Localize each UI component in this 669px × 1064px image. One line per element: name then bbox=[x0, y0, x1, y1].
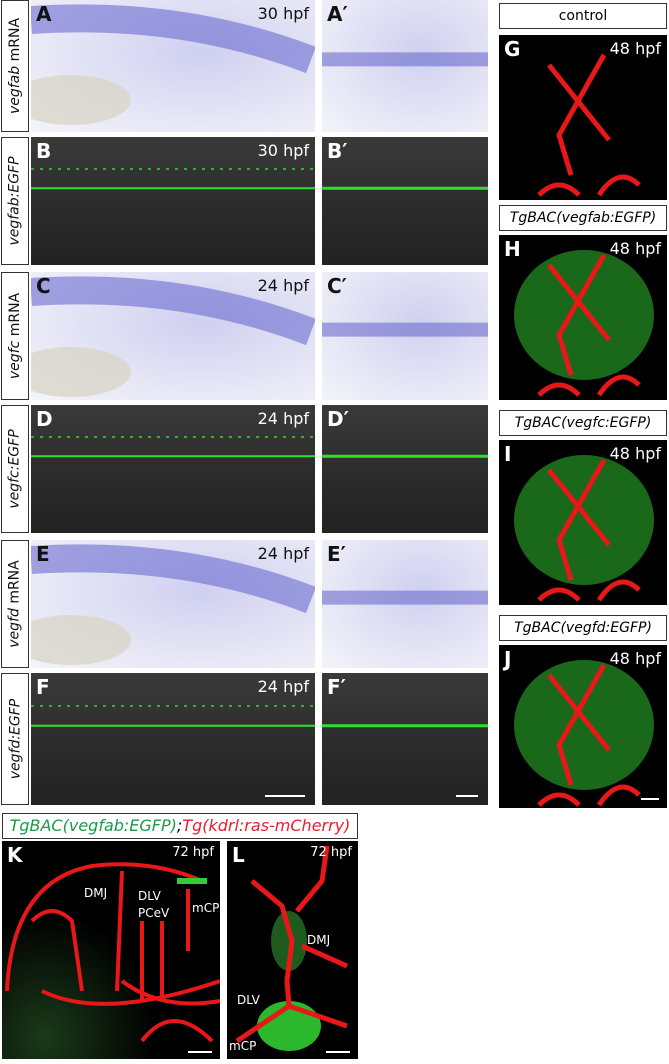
gene-name: vegfc:EGFP bbox=[7, 429, 24, 509]
panel-letter: B′ bbox=[327, 139, 348, 163]
panel-A: A 30 hpf bbox=[31, 0, 315, 132]
row-label: vegfd:EGFP bbox=[1, 673, 29, 805]
row-label: vegfab mRNA bbox=[1, 0, 29, 132]
scale-bar bbox=[326, 1051, 350, 1053]
panel-L: L 72 hpf DMJ DLV mCP bbox=[227, 841, 358, 1059]
panel-K: K 72 hpf DMJ DLV PCeV mCP bbox=[2, 841, 220, 1059]
panel-E: E 24 hpf bbox=[31, 540, 315, 668]
row-label: vegfc:EGFP bbox=[1, 405, 29, 533]
condition-label: TgBAC(vegfab:EGFP) bbox=[509, 210, 657, 226]
stage-label: 48 hpf bbox=[609, 239, 661, 258]
annotation-dlv: DLV bbox=[237, 993, 260, 1007]
panel-letter: A bbox=[36, 2, 52, 26]
green-transgene-label: TgBAC(vegfab:EGFP) bbox=[9, 816, 177, 835]
scale-bar bbox=[265, 795, 305, 797]
vessel-drawing-L bbox=[235, 845, 349, 1051]
stage-label: 30 hpf bbox=[257, 141, 309, 160]
panel-letter: L bbox=[232, 843, 245, 867]
stage-label: 24 hpf bbox=[257, 544, 309, 563]
stage-label: 30 hpf bbox=[257, 4, 309, 23]
panel-letter: C′ bbox=[327, 274, 347, 298]
condition-label-box: TgBAC(vegfd:EGFP) bbox=[499, 615, 667, 641]
scale-bar bbox=[641, 798, 659, 800]
bottom-title-box: TgBAC(vegfab:EGFP);Tg(kdrl:ras-mCherry) bbox=[2, 813, 358, 839]
panel-F-prime: F′ bbox=[322, 673, 488, 805]
panel-C-prime: C′ bbox=[322, 272, 488, 400]
gene-name: vegfab bbox=[7, 65, 23, 115]
panel-letter: F′ bbox=[327, 675, 346, 699]
stage-label: 72 hpf bbox=[310, 845, 352, 860]
panel-letter: D′ bbox=[327, 407, 349, 431]
panel-F: F 24 hpf bbox=[31, 673, 315, 805]
panel-G: G 48 hpf bbox=[499, 35, 667, 200]
label-suffix: mRNA bbox=[7, 17, 23, 66]
panel-letter: H bbox=[504, 237, 521, 261]
condition-label-box: control bbox=[499, 3, 667, 29]
row-label: vegfab:EGFP bbox=[1, 137, 29, 265]
gene-name: vegfd:EGFP bbox=[7, 698, 24, 780]
separator: ; bbox=[176, 816, 183, 835]
stage-label: 24 hpf bbox=[257, 677, 309, 696]
gene-name: vegfd bbox=[7, 608, 24, 648]
panel-B-prime: B′ bbox=[322, 137, 488, 265]
condition-label: control bbox=[558, 8, 608, 24]
gene-name: vegfc bbox=[7, 340, 24, 380]
stage-label: 24 hpf bbox=[257, 276, 309, 295]
panel-I: I 48 hpf bbox=[499, 440, 667, 605]
panel-letter: C bbox=[36, 274, 51, 298]
annotation-mcp: mCP bbox=[229, 1039, 257, 1053]
panel-J: J 48 hpf bbox=[499, 645, 667, 808]
panel-D: D 24 hpf bbox=[31, 405, 315, 533]
gene-name: vegfab:EGFP bbox=[7, 156, 23, 246]
panel-letter: I bbox=[504, 442, 512, 466]
panel-letter: J bbox=[504, 647, 512, 671]
annotation-dlv: DLV bbox=[138, 889, 161, 903]
panel-letter: A′ bbox=[327, 2, 348, 26]
panel-letter: E′ bbox=[327, 542, 346, 566]
stage-label: 48 hpf bbox=[609, 649, 661, 668]
panel-A-prime: A′ bbox=[322, 0, 488, 132]
panel-letter: G bbox=[504, 37, 521, 61]
stage-label: 48 hpf bbox=[609, 39, 661, 58]
panel-letter: K bbox=[7, 843, 23, 867]
annotation-dmj: DMJ bbox=[84, 886, 108, 900]
panel-H: H 48 hpf bbox=[499, 235, 667, 400]
panel-E-prime: E′ bbox=[322, 540, 488, 668]
annotation-mcp: mCP bbox=[192, 901, 220, 915]
vessel-drawing-K bbox=[5, 862, 220, 1043]
red-transgene-label: Tg(kdrl:ras-mCherry) bbox=[182, 816, 351, 835]
panel-letter: E bbox=[36, 542, 50, 566]
condition-label: TgBAC(vegfc:EGFP) bbox=[514, 415, 652, 431]
condition-label-box: TgBAC(vegfc:EGFP) bbox=[499, 410, 667, 436]
panel-letter: F bbox=[36, 675, 50, 699]
scale-bar bbox=[188, 1051, 212, 1053]
label-suffix: mRNA bbox=[7, 292, 24, 341]
condition-label: TgBAC(vegfd:EGFP) bbox=[514, 620, 652, 636]
panel-letter: B bbox=[36, 139, 52, 163]
row-label: vegfc mRNA bbox=[1, 272, 29, 400]
condition-label-box: TgBAC(vegfab:EGFP) bbox=[499, 205, 667, 231]
panel-letter: D bbox=[36, 407, 53, 431]
panel-C: C 24 hpf bbox=[31, 272, 315, 400]
row-label: vegfd mRNA bbox=[1, 540, 29, 668]
stage-label: 24 hpf bbox=[257, 409, 309, 428]
annotation-dmj: DMJ bbox=[307, 933, 331, 947]
label-suffix: mRNA bbox=[7, 560, 24, 609]
annotation-pcev: PCeV bbox=[138, 906, 170, 920]
stage-label: 48 hpf bbox=[609, 444, 661, 463]
scale-bar bbox=[456, 795, 478, 797]
panel-D-prime: D′ bbox=[322, 405, 488, 533]
panel-B: B 30 hpf bbox=[31, 137, 315, 265]
stage-label: 72 hpf bbox=[172, 845, 214, 860]
